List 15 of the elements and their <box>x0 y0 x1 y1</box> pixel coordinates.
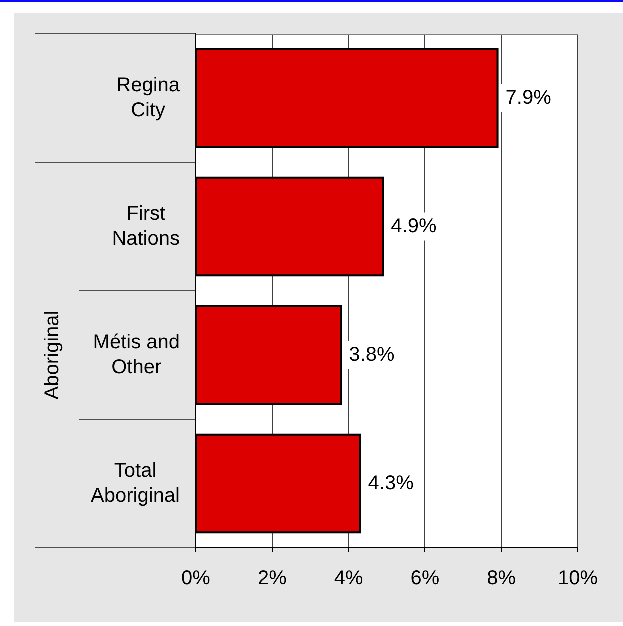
x-tick-label: 6% <box>410 568 440 590</box>
y-tick-label: Total Aboriginal <box>91 460 180 507</box>
x-tick-label: 10% <box>558 568 598 590</box>
x-tick-label: 0% <box>182 568 211 590</box>
data-label: 7.9% <box>506 86 552 109</box>
y-axis-title: Aboriginal <box>42 310 64 400</box>
data-label: 4.9% <box>391 215 437 238</box>
x-tick-label: 8% <box>487 568 516 590</box>
data-label: 4.3% <box>368 472 414 494</box>
x-tick-label: 4% <box>334 568 364 590</box>
x-tick-label: 2% <box>258 568 288 590</box>
data-label: 3.8% <box>349 344 395 366</box>
y-tick-label: Regina City <box>116 74 181 122</box>
y-tick-label: First Nations <box>112 202 180 250</box>
y-tick-label: Métis and Other <box>93 331 180 378</box>
